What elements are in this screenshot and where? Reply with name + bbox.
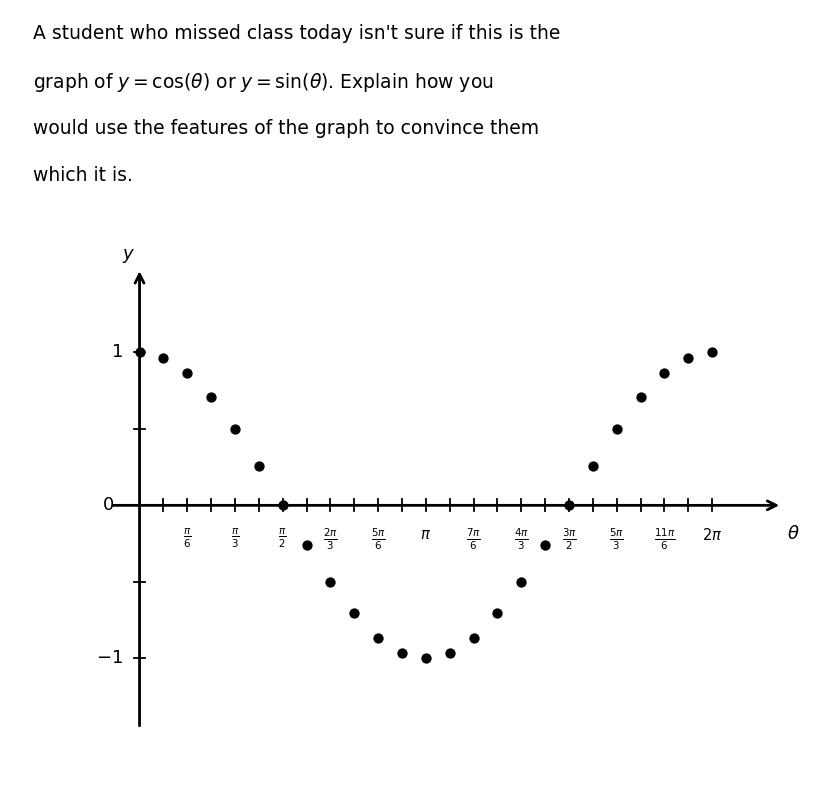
Point [228, 423, 241, 435]
Text: $\frac{\pi}{6}$: $\frac{\pi}{6}$ [183, 527, 191, 550]
Point [347, 608, 361, 620]
Point [418, 652, 432, 664]
Text: $\frac{11\pi}{6}$: $\frac{11\pi}{6}$ [653, 527, 674, 552]
Point [180, 367, 194, 379]
Point [204, 391, 218, 404]
Text: $\frac{5\pi}{6}$: $\frac{5\pi}{6}$ [370, 527, 385, 552]
Point [299, 539, 313, 551]
Point [681, 352, 694, 364]
Point [586, 460, 599, 472]
Text: $\frac{2\pi}{3}$: $\frac{2\pi}{3}$ [323, 527, 337, 552]
Point [490, 608, 504, 620]
Text: would use the features of the graph to convince them: would use the features of the graph to c… [33, 118, 538, 137]
Point [442, 647, 456, 660]
Point [371, 631, 385, 644]
Point [133, 346, 146, 359]
Point [466, 631, 480, 644]
Text: $2\pi$: $2\pi$ [701, 527, 721, 543]
Text: $\frac{\pi}{3}$: $\frac{\pi}{3}$ [231, 527, 239, 550]
Point [252, 460, 265, 472]
Point [562, 499, 575, 512]
Text: $1$: $1$ [112, 344, 123, 362]
Text: $0$: $0$ [102, 496, 114, 514]
Text: graph of $y = \cos(\theta)$ or $y = \sin(\theta)$. Explain how you: graph of $y = \cos(\theta)$ or $y = \sin… [33, 71, 493, 94]
Text: $y$: $y$ [122, 247, 135, 265]
Point [705, 346, 718, 359]
Point [156, 352, 170, 364]
Point [633, 391, 647, 404]
Text: A student who missed class today isn't sure if this is the: A student who missed class today isn't s… [33, 24, 560, 43]
Text: $\frac{3\pi}{2}$: $\frac{3\pi}{2}$ [561, 527, 576, 552]
Text: $-1$: $-1$ [96, 649, 123, 668]
Point [275, 499, 289, 512]
Point [323, 575, 337, 588]
Text: $\frac{7\pi}{6}$: $\frac{7\pi}{6}$ [466, 527, 480, 552]
Point [538, 539, 551, 551]
Point [514, 575, 528, 588]
Point [657, 367, 670, 379]
Text: $\frac{5\pi}{3}$: $\frac{5\pi}{3}$ [609, 527, 624, 552]
Text: $\theta$: $\theta$ [786, 525, 798, 544]
Point [609, 423, 623, 435]
Text: $\pi$: $\pi$ [420, 527, 431, 542]
Text: $\frac{4\pi}{3}$: $\frac{4\pi}{3}$ [514, 527, 528, 552]
Text: which it is.: which it is. [33, 166, 133, 185]
Point [394, 647, 408, 660]
Text: $\frac{\pi}{2}$: $\frac{\pi}{2}$ [278, 527, 287, 550]
